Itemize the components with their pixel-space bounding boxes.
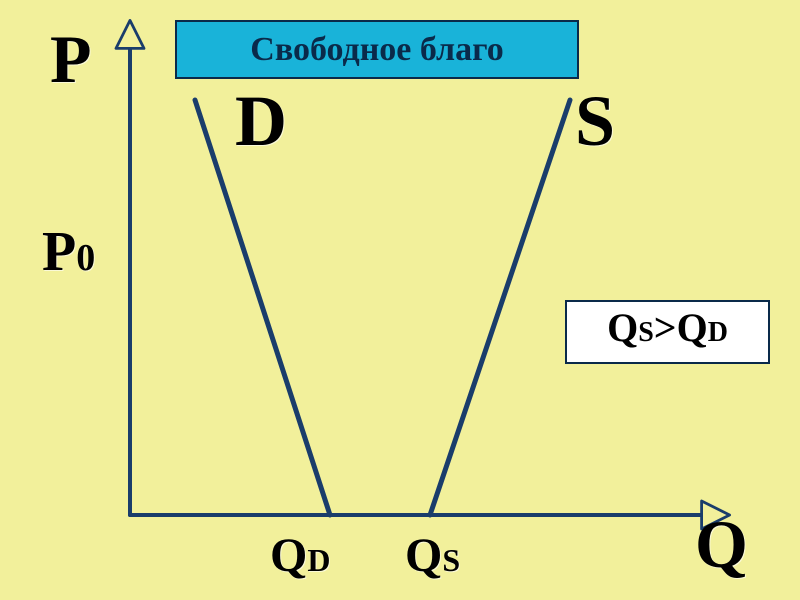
- curve-label-S: S: [575, 80, 615, 163]
- title-text: Свободное благо: [250, 31, 503, 69]
- tick-label-QS: QS: [405, 528, 460, 583]
- axis-label-P0: P0: [42, 220, 95, 284]
- chart-canvas: Свободное благо QS>QD P P0 D S Q QD QS: [0, 0, 800, 600]
- tick-label-QD: QD: [270, 528, 330, 583]
- curve-label-D: D: [235, 80, 287, 163]
- title-box: Свободное благо: [175, 20, 579, 79]
- axis-label-P: P: [50, 20, 92, 99]
- inequality-box: QS>QD: [565, 300, 770, 364]
- axis-label-Q: Q: [695, 505, 748, 584]
